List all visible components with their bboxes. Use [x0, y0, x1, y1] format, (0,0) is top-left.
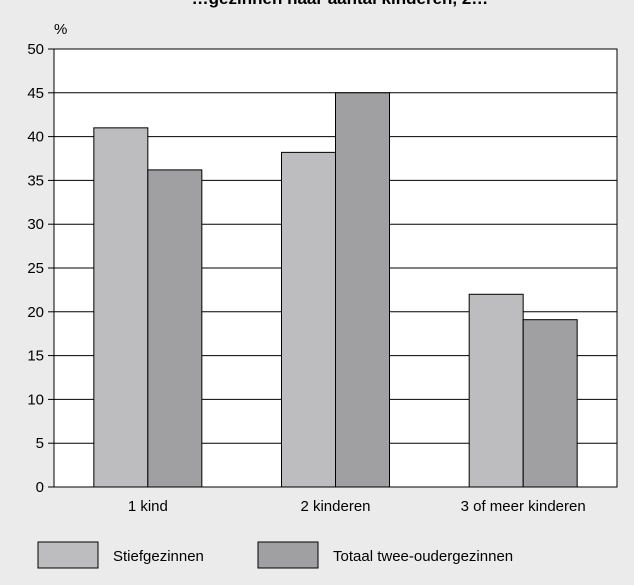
y-tick-label: 45 [27, 85, 44, 102]
x-category-label: 3 of meer kinderen [461, 498, 586, 515]
bar-series-2 [335, 92, 390, 488]
legend-label: Stiefgezinnen [113, 548, 204, 565]
y-axis-ticks: 0 5 10 15 20 25 30 35 40 45 50 [27, 41, 54, 496]
y-tick-label: 15 [27, 348, 44, 365]
bar-series-1 [468, 293, 524, 488]
x-category-label: 1 kind [128, 498, 168, 515]
y-tick-label: 20 [27, 304, 44, 321]
bars [93, 92, 578, 488]
bar-series-2 [522, 319, 578, 488]
x-category-label: 2 kinderen [300, 498, 370, 515]
bar-series-1 [281, 151, 336, 488]
legend: Stiefgezinnen Totaal twee-oudergezinnen [37, 541, 513, 569]
legend-swatch [257, 541, 319, 569]
y-tick-label: 35 [27, 172, 44, 189]
y-tick-label: 10 [27, 391, 44, 408]
y-tick-label: 25 [27, 260, 44, 277]
y-tick-label: 50 [27, 41, 44, 58]
bar-series-1 [93, 127, 149, 488]
legend-label: Totaal twee-oudergezinnen [333, 548, 513, 565]
chart-title: …gezinnen naar aantal kinderen, 2… [192, 0, 489, 8]
bar-series-2 [147, 169, 203, 488]
y-tick-label: 30 [27, 216, 44, 233]
y-tick-label: 40 [27, 129, 44, 146]
y-tick-label: 5 [36, 435, 44, 452]
x-axis-categories: 1 kind 2 kinderen 3 of meer kinderen [128, 498, 586, 515]
y-tick-label: 0 [36, 479, 44, 496]
y-axis-unit-label: % [54, 21, 67, 38]
legend-swatch [37, 541, 99, 569]
